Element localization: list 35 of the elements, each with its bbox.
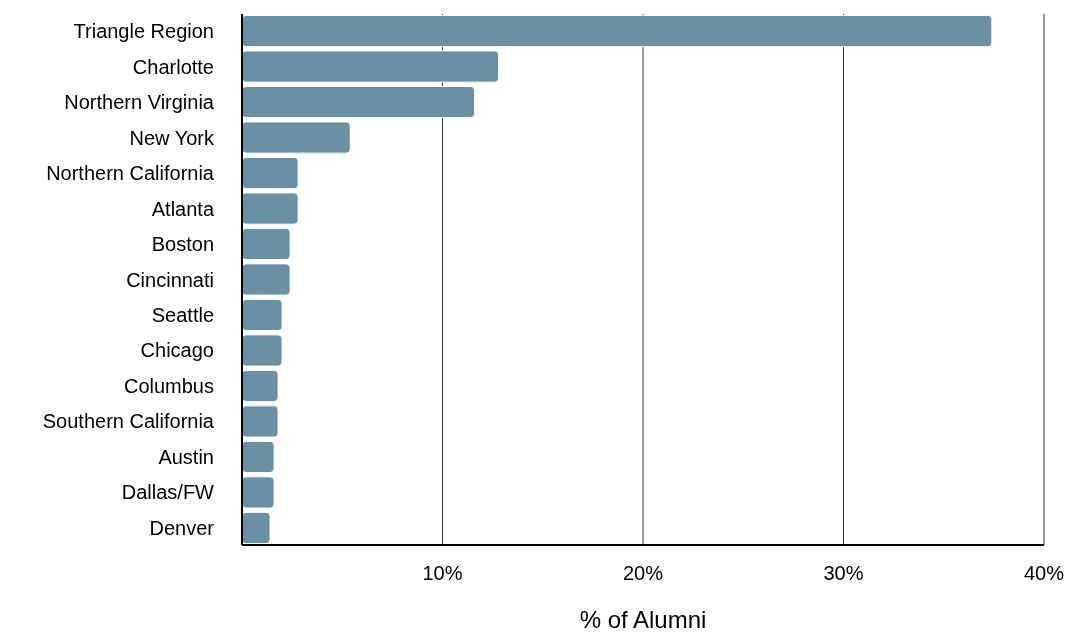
bar bbox=[241, 192, 299, 225]
bar bbox=[241, 369, 279, 403]
y-tick-label: Northern Virginia bbox=[64, 91, 215, 114]
y-tick-label: Atlanta bbox=[151, 197, 215, 220]
bar bbox=[241, 14, 993, 48]
bar bbox=[241, 511, 271, 545]
y-tick-label: Northern California bbox=[46, 162, 215, 185]
x-tick-label: 20% bbox=[622, 562, 664, 584]
x-tick-label: 40% bbox=[1023, 562, 1065, 584]
y-tick-label: Dallas/FW bbox=[121, 481, 215, 504]
bar bbox=[241, 440, 275, 474]
bar bbox=[241, 298, 283, 332]
y-tick-label: New York bbox=[129, 126, 215, 149]
y-tick-label: Austin bbox=[158, 445, 214, 468]
y-tick-label: Southern California bbox=[42, 410, 215, 433]
y-tick-label: Cincinnati bbox=[126, 268, 214, 291]
bar bbox=[241, 121, 351, 154]
bar bbox=[241, 50, 500, 83]
bar bbox=[241, 85, 476, 119]
y-tick-label: Boston bbox=[151, 233, 214, 256]
y-tick-label: Seattle bbox=[151, 303, 214, 326]
y-tick-label: Triangle Region bbox=[73, 20, 214, 43]
y-tick-label: Chicago bbox=[140, 339, 214, 362]
x-tick-label: 10% bbox=[422, 562, 463, 584]
bar bbox=[241, 405, 279, 438]
bar bbox=[241, 227, 291, 261]
y-tick-label: Columbus bbox=[123, 374, 214, 397]
x-tick-label: 30% bbox=[823, 562, 864, 584]
bar bbox=[241, 156, 299, 190]
y-tick-label: Charlotte bbox=[132, 55, 214, 78]
bar bbox=[241, 476, 275, 509]
bar bbox=[241, 334, 283, 367]
x-axis-title: % of Alumni bbox=[579, 606, 707, 633]
bar bbox=[241, 263, 291, 296]
y-tick-label: Denver bbox=[149, 516, 215, 539]
